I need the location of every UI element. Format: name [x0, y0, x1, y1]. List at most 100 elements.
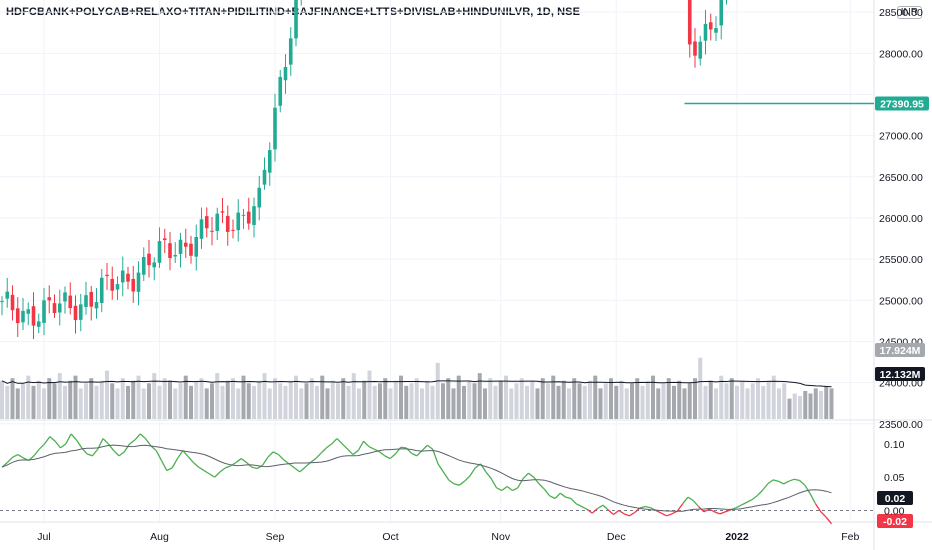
- oscillator-line-segment: [6, 456, 14, 464]
- oscillator-line-segment: [794, 478, 800, 482]
- volume-bar: [372, 385, 377, 419]
- volume-bar: [609, 378, 613, 419]
- volume-bar: [666, 378, 671, 419]
- volume-bar: [477, 373, 482, 419]
- oscillator-line-segment: [799, 480, 806, 486]
- candle-body: [273, 107, 277, 150]
- oscillator-signal-line: [1, 444, 832, 512]
- oscillator-line-segment: [91, 448, 99, 457]
- oscillator-line-segment: [639, 505, 646, 509]
- volume-bar: [824, 385, 829, 419]
- volume-bar: [273, 378, 277, 419]
- volume-bar: [220, 385, 225, 419]
- oscillator-line-segment: [198, 466, 205, 472]
- volume-bar: [246, 383, 251, 419]
- volume-bar: [792, 393, 797, 419]
- candle-body: [252, 206, 256, 225]
- currency-badge[interactable]: INR: [896, 6, 922, 19]
- volume-bar: [115, 388, 120, 419]
- volume-bar: [803, 390, 808, 419]
- candle-body: [204, 216, 209, 229]
- time-tick-label: Dec: [607, 531, 626, 543]
- level-label: 27390.95: [880, 98, 924, 110]
- candle-body: [73, 305, 78, 321]
- oscillator-line-segment: [528, 472, 535, 478]
- candle-body: [189, 243, 193, 256]
- volume-bar: [766, 380, 771, 419]
- oscillator-line-segment: [437, 463, 444, 473]
- volume-bar: [5, 385, 10, 419]
- candle-body: [15, 308, 20, 324]
- volume-bar: [204, 388, 209, 419]
- oscillator-line-segment: [543, 488, 551, 497]
- oscillator-line-segment: [421, 444, 428, 452]
- candle-body: [246, 211, 251, 224]
- volume-bar: [740, 380, 745, 419]
- oscillator-line-segment: [629, 511, 636, 517]
- volume-bar: [572, 378, 577, 419]
- volume-bar: [761, 385, 766, 419]
- volume-bar: [52, 383, 57, 419]
- candle-body: [21, 310, 25, 323]
- candle-body: [698, 41, 703, 59]
- oscillator-line-segment: [517, 478, 524, 489]
- oscillator-line-segment: [272, 451, 279, 456]
- oscillator-line-segment: [751, 495, 758, 501]
- oscillator-line-segment: [75, 439, 83, 449]
- volume-bar: [682, 388, 687, 419]
- oscillator-line-segment: [363, 440, 370, 448]
- candle-body: [183, 242, 188, 247]
- candle-body: [136, 272, 141, 292]
- candle-body: [131, 278, 136, 292]
- volume-bar: [136, 375, 141, 419]
- candle-body: [257, 187, 262, 208]
- volume-bar: [750, 383, 755, 419]
- time-tick-label: 2022: [725, 531, 749, 543]
- oscillator-line-segment: [512, 487, 519, 492]
- oscillator-line-segment: [559, 492, 567, 498]
- oscillator-line-segment: [703, 508, 710, 513]
- oscillator-line-segment: [240, 458, 247, 464]
- volume-bar: [635, 378, 640, 419]
- volume-bar: [330, 380, 335, 419]
- volume-bar: [388, 388, 393, 419]
- oscillator-line-segment: [336, 438, 343, 445]
- volume-bar: [215, 373, 220, 419]
- volume-bar: [561, 380, 566, 419]
- candle-body: [10, 294, 15, 311]
- volume-bar: [262, 373, 267, 419]
- volume-bar: [351, 373, 356, 419]
- volume-bar: [341, 378, 346, 419]
- time-tick-label: Oct: [382, 531, 398, 543]
- oscillator-line-segment: [379, 451, 386, 457]
- volume-bar: [451, 388, 456, 419]
- price-tick-label: 27000.00: [879, 131, 923, 143]
- time-tick-label: Sep: [266, 531, 285, 543]
- volume-bar: [89, 378, 94, 419]
- oscillator-line-segment: [145, 438, 152, 447]
- candle-body: [262, 169, 267, 185]
- oscillator-line-segment: [288, 463, 295, 469]
- volume-bar: [693, 378, 697, 419]
- oscillator-line-segment: [389, 453, 396, 460]
- volume-bar: [651, 375, 655, 419]
- volume-bar: [714, 388, 718, 419]
- volume-bar: [162, 378, 167, 419]
- candle-body: [168, 243, 172, 259]
- candle-body: [194, 237, 199, 257]
- volume-bar: [68, 380, 73, 419]
- volume-bar: [178, 383, 183, 419]
- oscillator-badge-bg: [877, 491, 913, 505]
- volume-bar: [346, 385, 351, 419]
- oscillator-line-segment: [214, 471, 221, 478]
- oscillator-line-segment: [645, 505, 651, 509]
- volume-bar: [173, 388, 178, 419]
- volume-bar: [703, 385, 708, 419]
- volume-bar: [231, 378, 235, 419]
- volume-bar: [556, 385, 561, 419]
- volume-bar: [514, 383, 519, 419]
- volume-bar: [57, 373, 62, 419]
- oscillator-line-segment: [735, 504, 742, 509]
- volume-bar: [808, 393, 813, 419]
